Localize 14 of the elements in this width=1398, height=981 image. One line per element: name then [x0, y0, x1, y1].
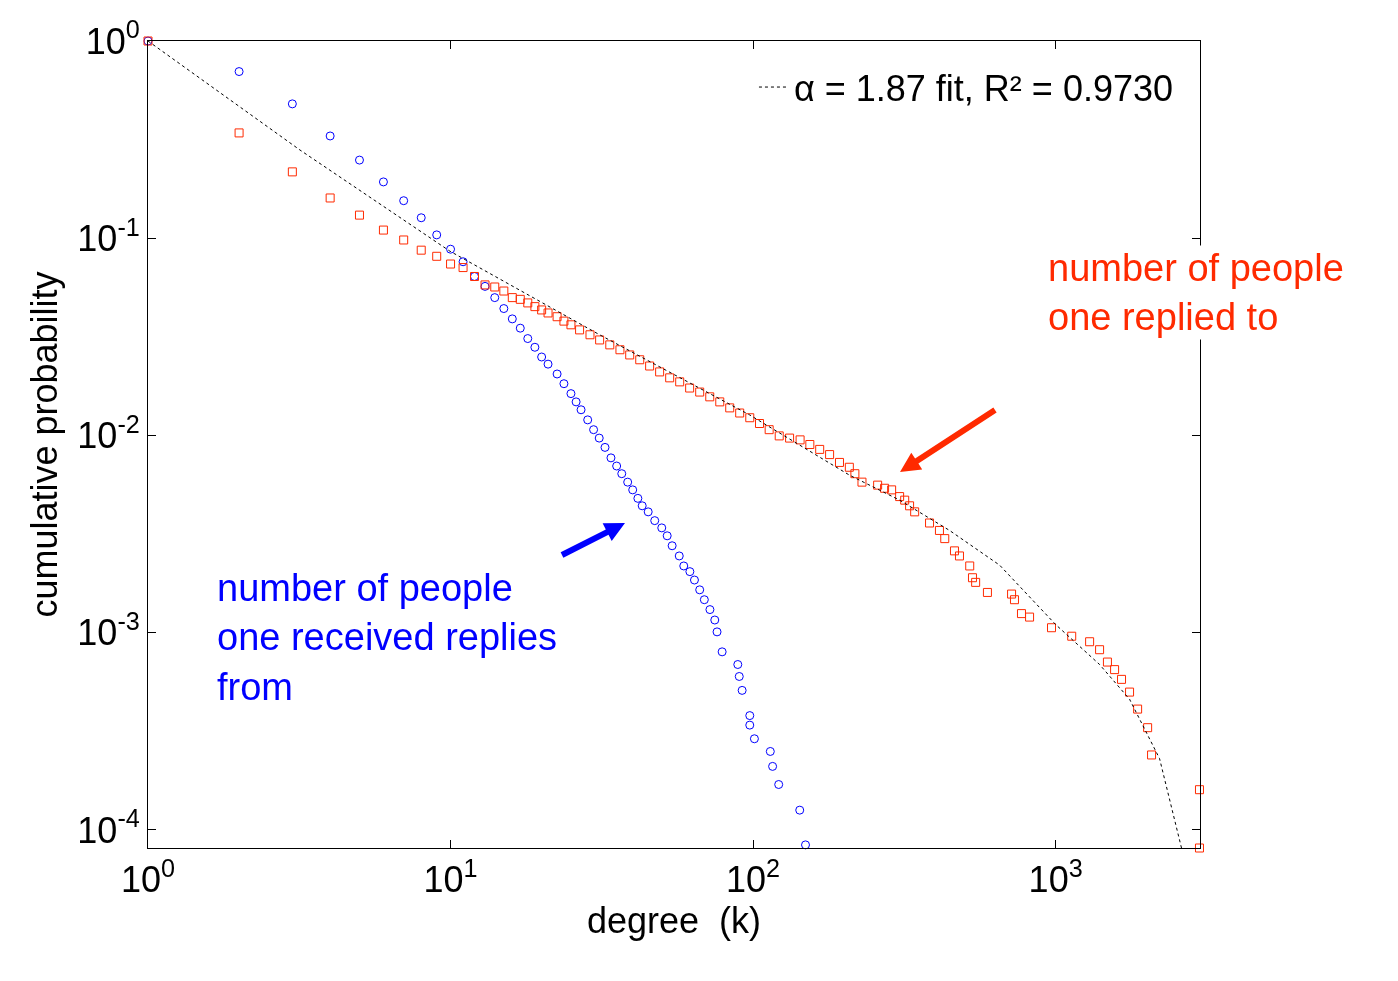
y-tick-label: 10$^{-1}$	[77, 212, 140, 259]
annotation: number of people one received replies from	[217, 567, 558, 708]
x-tick-label: 10$^{3}$	[1028, 854, 1083, 901]
y-axis-title: cumulative probability	[24, 271, 66, 618]
annotation: number of people one replied to	[1048, 247, 1344, 339]
x-axis-title: degree (k)	[586, 900, 762, 942]
x-tick-label: 10$^{1}$	[423, 854, 478, 901]
y-tick-label: 10$^{-4}$	[77, 804, 140, 851]
x-tick-label: 10$^{0}$	[120, 854, 176, 901]
y-tick-label: 10$^{-3}$	[77, 607, 140, 654]
y-tick-label: 10$^{-2}$	[77, 409, 140, 457]
y-tick-label: 10$^{0}$	[85, 15, 140, 62]
x-tick-label: 10$^{2}$	[726, 854, 781, 901]
legend-label: α = 1.87 fit, R² = 0.9730	[793, 68, 1174, 110]
